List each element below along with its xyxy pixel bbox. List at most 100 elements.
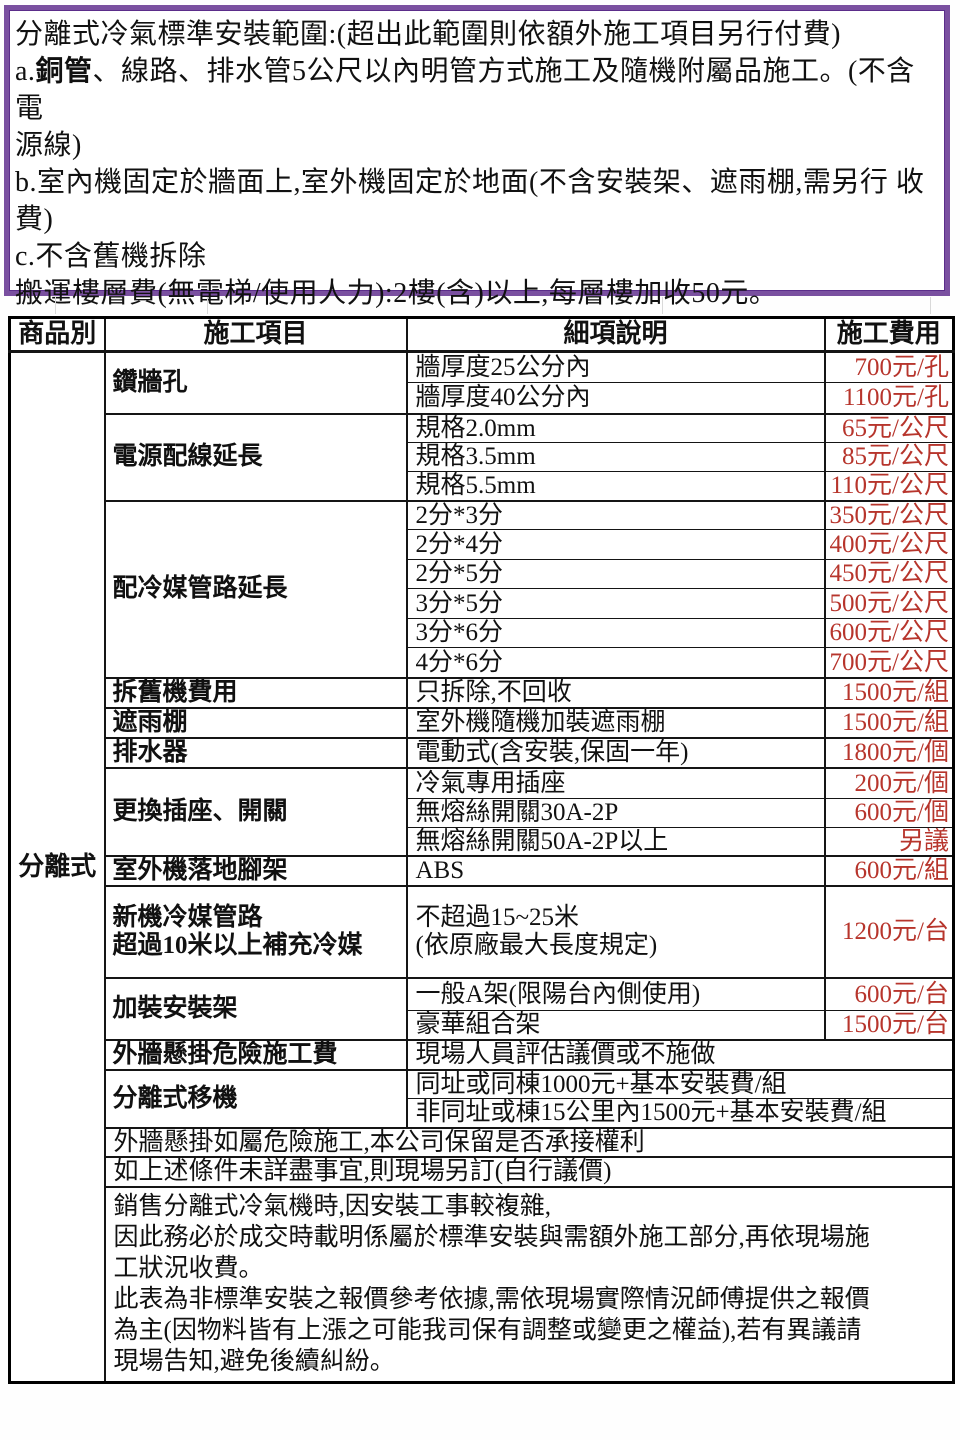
table-row: 3分*5分 500元/公尺 (10, 588, 955, 619)
notice-line-a-prefix: a. (15, 56, 36, 87)
fee-cell: 1500元/台 (823, 1010, 955, 1040)
item-cell: 分離式移機 (103, 1068, 408, 1128)
note-cell: 外牆懸掛如屬危險施工,本公司保留是否承接權利 (103, 1126, 955, 1158)
installation-scope-notice: 分離式冷氣標準安裝範圍:(超出此範圍則依額外施工項目另行付費) a.銅管、線路、… (4, 5, 950, 309)
fee-cell: 1100元/孔 (823, 382, 955, 414)
detail-cell: 無熔絲開關30A-2P (405, 798, 826, 828)
table-row: 電源配線延長 規格2.0mm 65元/公尺 (10, 412, 955, 501)
item-cell: 鑽牆孔 (103, 350, 408, 414)
fee-cell: 600元/台 (823, 976, 955, 1011)
header-product: 商品別 (8, 317, 106, 353)
installation-fee-table: 商品別 施工項目 細項說明 施工費用 分離式 鑽牆孔 牆厚度25公分內 700元… (8, 316, 955, 1384)
detail-cell: 不超過15~25米 (依原廠最大長度規定) (405, 884, 826, 978)
table-row: 遮雨棚 室外機隨機加裝遮雨棚 1500元/組 (10, 706, 955, 738)
detail-cell: 2分*4分 (405, 529, 826, 560)
detail-cell: 3分*6分 (405, 618, 826, 648)
detail-cell: 同址或同棟1000元+基本安裝費/組 (405, 1068, 955, 1099)
table-row: 4分*6分 700元/公尺 (10, 647, 955, 678)
detail-cell: 一般A架(限陽台內側使用) (405, 976, 826, 1011)
notice-line-b: b.室內機固定於牆面上,室外機固定於地面(不含安裝架、遮雨棚,需另行 收費) (15, 167, 925, 235)
header-detail: 細項說明 (405, 317, 826, 353)
fee-cell: 200元/個 (823, 766, 955, 799)
table-row: 新機冷媒管路 超過10米以上補充冷媒 不超過15~25米 (依原廠最大長度規定)… (10, 884, 955, 978)
detail-cell: 4分*6分 (405, 647, 826, 678)
fee-cell: 1500元/組 (823, 676, 955, 708)
footer-note-cell: 銷售分離式冷氣機時,因安裝工事較複雜, 因此務必於成交時載明係屬於標準安裝與需額… (103, 1185, 955, 1383)
gridline (207, 297, 208, 314)
table-row: 更換插座、開關 冷氣專用插座 200元/個 (10, 766, 955, 857)
table-row: 配冷媒管路延長 2分*3分 350元/公尺 (10, 499, 955, 678)
item-cell: 配冷媒管路延長 (103, 499, 408, 678)
table-row: 非同址或棟15公里內1500元+基本安裝費/組 (10, 1098, 955, 1128)
note-row: 如上述條件未詳盡事宜,則現場另訂(自行議價) (10, 1156, 955, 1187)
detail-cell: 冷氣專用插座 (405, 766, 826, 799)
gridline (55, 297, 56, 314)
notice-line-title: 分離式冷氣標準安裝範圍:(超出此範圍則依額外施工項目另行付費) (15, 19, 841, 50)
detail-cell: 規格2.0mm (405, 412, 826, 443)
footer-note-row: 銷售分離式冷氣機時,因安裝工事較複雜, 因此務必於成交時載明係屬於標準安裝與需額… (10, 1185, 955, 1383)
detail-cell: 豪華組合架 (405, 1010, 826, 1040)
detail-cell: 電動式(含安裝,保固一年) (405, 736, 826, 768)
detail-cell: ABS (405, 855, 826, 886)
fee-cell: 1500元/組 (823, 706, 955, 738)
footer-paragraph-sales: 銷售分離式冷氣機時,因安裝工事較複雜, 因此務必於成交時載明係屬於標準安裝與需額… (113, 1192, 870, 1282)
product-type-cell: 分離式 (8, 350, 106, 1383)
fee-cell: 500元/公尺 (823, 588, 955, 619)
item-cell: 加裝安裝架 (103, 976, 408, 1040)
item-cell: 排水器 (103, 736, 408, 768)
table-row: 排水器 電動式(含安裝,保固一年) 1800元/個 (10, 736, 955, 768)
notice-line-a: a.銅管、線路、排水管5公尺以內明管方式施工及隨機附屬品施工。(不含電 源線) (15, 53, 939, 164)
notice-line-a-rest: 、線路、排水管5公尺以內明管方式施工及隨機附屬品施工。(不含電 源線) (15, 56, 915, 161)
fee-cell: 700元/公尺 (823, 647, 955, 678)
fee-cell: 另議 (823, 826, 955, 857)
fee-cell: 85元/公尺 (823, 442, 955, 472)
item-cell: 室外機落地腳架 (103, 855, 408, 886)
fee-cell: 600元/個 (823, 798, 955, 828)
detail-cell: 室外機隨機加裝遮雨棚 (405, 706, 826, 738)
table-row: 豪華組合架 1500元/台 (10, 1010, 955, 1040)
detail-cell: 牆厚度25公分內 (405, 350, 826, 383)
gridline (930, 297, 931, 314)
item-cell: 電源配線延長 (103, 412, 408, 501)
fee-cell: 1200元/台 (823, 884, 955, 978)
item-cell: 新機冷媒管路 超過10米以上補充冷媒 (103, 884, 408, 978)
notice-line-a-bold: 銅管 (35, 56, 93, 87)
table-row: 牆厚度40公分內 1100元/孔 (10, 382, 955, 414)
notice-line-stairs-fee: 搬運樓層費(無電梯/使用人力):2樓(含)以上,每層樓加收50元。 (15, 278, 778, 309)
footer-paragraph-quote: 此表為非標準安裝之報價參考依據,需依現場實際情況師傅提供之報價 為主(因物料皆有… (113, 1285, 870, 1375)
detail-cell: 牆厚度40公分內 (405, 382, 826, 414)
table-row: 無熔絲開關50A-2P以上 另議 (10, 826, 955, 857)
fee-cell: 65元/公尺 (823, 412, 955, 443)
table-row: 加裝安裝架 一般A架(限陽台內側使用) 600元/台 (10, 976, 955, 1040)
detail-cell: 2分*5分 (405, 559, 826, 589)
table-row: 分離式 鑽牆孔 牆厚度25公分內 700元/孔 (8, 350, 955, 1383)
detail-cell: 無熔絲開關50A-2P以上 (405, 826, 826, 857)
table-row: 拆舊機費用 只拆除,不回收 1500元/組 (10, 676, 955, 708)
table-row: 室外機落地腳架 ABS 600元/組 (10, 855, 955, 886)
fee-cell: 450元/公尺 (823, 559, 955, 589)
detail-cell: 規格5.5mm (405, 471, 826, 501)
header-item: 施工項目 (103, 317, 408, 353)
item-cell: 拆舊機費用 (103, 676, 408, 708)
notice-line-c: c.不含舊機拆除 (15, 241, 207, 272)
fee-cell: 350元/公尺 (823, 499, 955, 530)
detail-cell: 2分*3分 (405, 499, 826, 530)
table-row: 外牆懸掛危險施工費 現場人員評估議價或不施做 (10, 1038, 955, 1070)
table-row: 分離式移機 同址或同棟1000元+基本安裝費/組 (10, 1068, 955, 1128)
note-row: 外牆懸掛如屬危險施工,本公司保留是否承接權利 (10, 1126, 955, 1158)
fee-cell: 110元/公尺 (823, 471, 955, 501)
item-cell: 外牆懸掛危險施工費 (103, 1038, 408, 1070)
fee-cell: 600元/組 (823, 855, 955, 886)
header-fee: 施工費用 (823, 317, 955, 353)
detail-cell: 非同址或棟15公里內1500元+基本安裝費/組 (405, 1098, 955, 1128)
gridline (662, 297, 663, 314)
detail-cell: 只拆除,不回收 (405, 676, 826, 708)
detail-cell: 3分*5分 (405, 588, 826, 619)
item-cell: 遮雨棚 (103, 706, 408, 738)
detail-cell: 現場人員評估議價或不施做 (405, 1038, 955, 1070)
fee-cell: 700元/孔 (823, 350, 955, 383)
detail-cell: 規格3.5mm (405, 442, 826, 472)
fee-cell: 600元/公尺 (823, 618, 955, 648)
fee-cell: 400元/公尺 (823, 529, 955, 560)
